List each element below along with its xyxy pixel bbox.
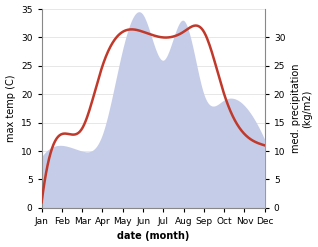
Y-axis label: med. precipitation
(kg/m2): med. precipitation (kg/m2) [291,64,313,153]
X-axis label: date (month): date (month) [117,231,190,242]
Y-axis label: max temp (C): max temp (C) [5,75,16,142]
